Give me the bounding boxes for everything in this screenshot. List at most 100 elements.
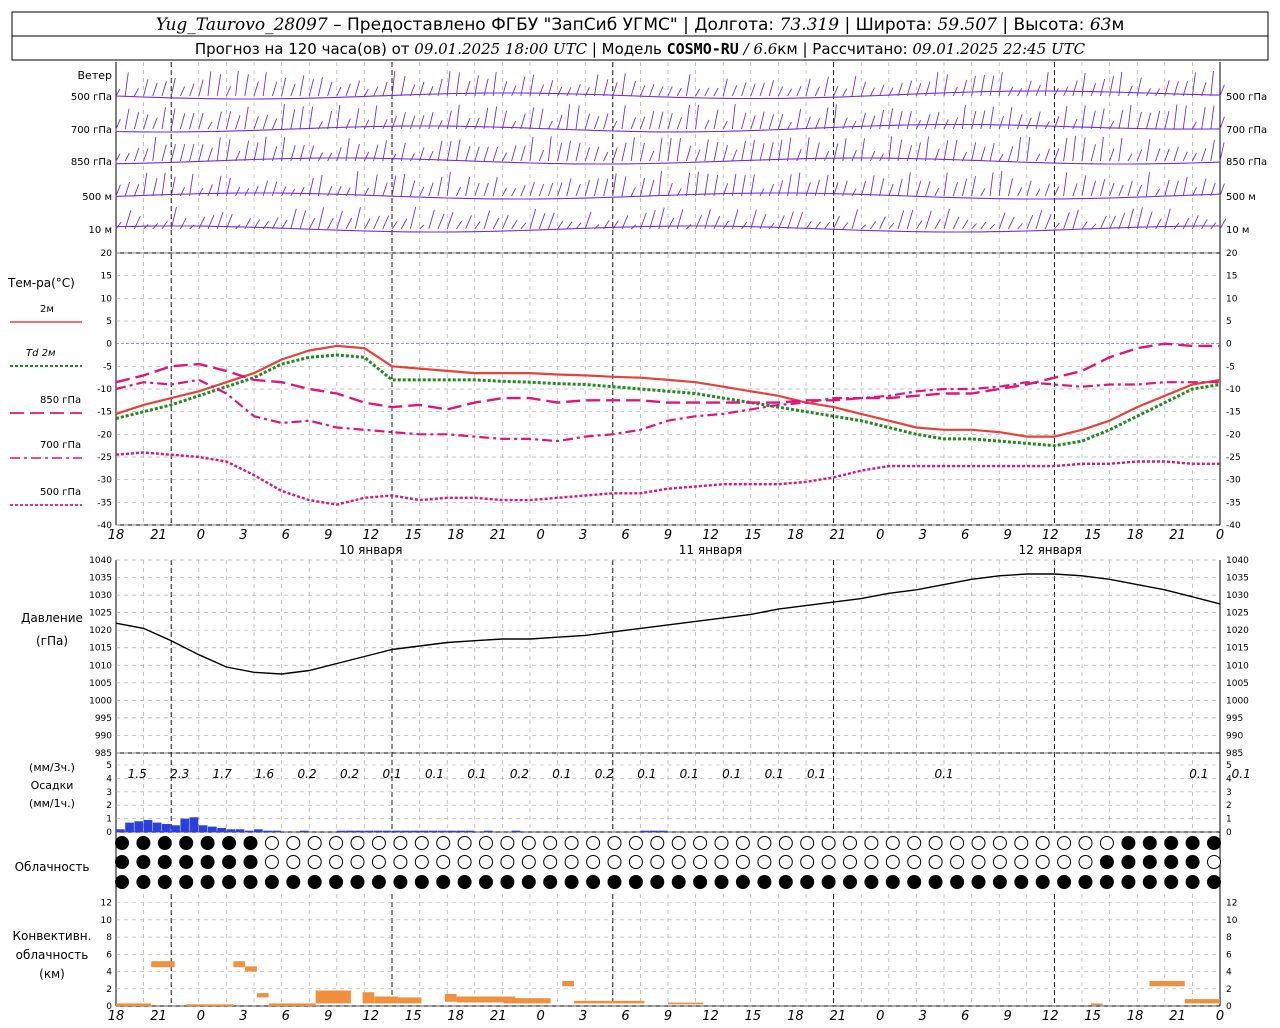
wind-barb	[345, 217, 353, 230]
time-tick-label: 9	[324, 1009, 332, 1024]
temperature-tick-right: 10	[1226, 294, 1238, 304]
cloud-cover-symbol	[307, 836, 322, 850]
wind-barb	[382, 119, 388, 130]
day-labels: 10 января 11 января 12 января	[339, 543, 1082, 557]
wind-barb	[1099, 215, 1107, 230]
wind-barb	[722, 220, 729, 230]
header-line-1: Yug_Taurovo_28097 – Предоставлено ФГБУ "…	[156, 15, 1125, 35]
wind-barb	[860, 112, 866, 130]
wind-barb	[1017, 137, 1022, 162]
temperature-legend-label: 2м	[40, 304, 54, 315]
longitude-label: Долгота:	[689, 15, 780, 35]
wind-barb	[1118, 212, 1126, 230]
cloud-cover-symbol	[414, 836, 429, 850]
wind-barb	[575, 83, 581, 97]
wind-barb	[879, 109, 885, 130]
wind-barb	[1109, 215, 1116, 230]
wind-barb	[925, 136, 929, 162]
wind-barb	[391, 71, 396, 97]
wind-barb	[860, 81, 867, 97]
wind-barb	[1191, 152, 1197, 162]
temperature-legend-label: 850 гПа	[40, 395, 81, 406]
wind-barb	[768, 142, 774, 162]
cloud-cover-symbol	[735, 836, 750, 850]
cloud-cover-symbol	[885, 875, 900, 889]
wind-barb	[1044, 183, 1051, 197]
pressure-tick-left: 1010	[89, 661, 112, 671]
wind-barb	[501, 110, 507, 130]
wind-barb	[299, 144, 305, 162]
wind-barb	[805, 182, 811, 197]
wind-barb	[824, 221, 830, 230]
wind-barb	[308, 145, 315, 162]
wind-barb	[364, 88, 369, 97]
convective-tick-right: 10	[1226, 916, 1238, 926]
precip-tick-right: 4	[1226, 774, 1232, 784]
precip-total-label: 0.2	[595, 767, 614, 781]
cloud-cover-symbol	[286, 836, 301, 850]
cloud-cover-symbol	[714, 855, 729, 869]
wind-barb	[952, 117, 959, 130]
wind-level-label-left: 500 гПа	[71, 92, 112, 103]
time-tick-label: 21	[830, 1009, 847, 1024]
convective-tick-right: 4	[1226, 968, 1232, 978]
wind-barb	[722, 120, 728, 130]
wind-barb	[731, 209, 739, 230]
wind-barb	[759, 214, 767, 230]
wind-barb	[1063, 106, 1068, 130]
cloud-cover-symbol	[607, 855, 622, 869]
wind-barb	[409, 180, 416, 197]
wind-barb	[1109, 120, 1115, 130]
pressure-tick-left: 1015	[89, 644, 112, 654]
wind-barb	[649, 209, 656, 230]
wind-barb	[612, 120, 618, 130]
wind-barb	[262, 72, 267, 97]
precip-total-label: 0.1	[382, 767, 401, 781]
wind-barb	[225, 111, 232, 130]
wind-barb	[860, 138, 865, 162]
wind-barb	[1026, 117, 1032, 130]
wind-barb	[437, 120, 443, 130]
cloud-cover-symbol	[457, 836, 472, 850]
wind-barb	[676, 138, 681, 162]
precip-bar	[649, 830, 659, 832]
wind-barb	[529, 208, 537, 230]
wind-barb	[1136, 149, 1143, 162]
wind-barb	[308, 177, 314, 197]
wind-barb	[1201, 178, 1207, 197]
wind-barb	[787, 88, 792, 97]
wind-barb	[676, 87, 682, 97]
wind-barb	[262, 136, 267, 162]
cloud-cover-symbol	[821, 836, 836, 850]
temperature-legend-label: 500 гПа	[40, 487, 81, 498]
wind-barb	[253, 219, 260, 230]
wind-barb	[161, 107, 166, 130]
cloud-cover-symbol	[950, 836, 965, 850]
time-tick-label: 18	[1127, 1009, 1144, 1024]
cloud-cover-symbol	[543, 836, 558, 850]
wind-barb	[483, 107, 489, 130]
precipitation-panel: (мм/3ч.) Осадки (мм/1ч.) 5 5 4 4 3 3 2 2 1 1 0 0 1.…	[29, 761, 1251, 838]
wind-barb	[244, 218, 251, 230]
precip-bar	[143, 819, 153, 832]
model-name: COSMO-RU	[667, 40, 739, 58]
wind-barb	[566, 221, 573, 230]
wind-barb	[805, 221, 812, 230]
wind-barb	[170, 77, 176, 97]
wind-barb	[952, 181, 959, 197]
wind-barb	[299, 75, 305, 97]
convective-tick-left: 4	[106, 968, 112, 978]
cloud-cover-symbol	[1164, 855, 1179, 869]
pressure-tick-right: 1040	[1226, 556, 1249, 566]
cloud-cover-symbol	[329, 836, 344, 850]
wind-barb	[851, 188, 857, 197]
wind-barb	[906, 172, 911, 197]
altitude-value: 63	[1090, 15, 1112, 35]
cloud-cover-symbol	[586, 855, 601, 869]
wind-barb	[704, 173, 709, 197]
cloud-cover-symbol	[136, 855, 151, 869]
pressure-tick-left: 1035	[89, 574, 112, 584]
temperature-series-line	[115, 378, 1220, 443]
wind-barb	[1054, 222, 1060, 230]
